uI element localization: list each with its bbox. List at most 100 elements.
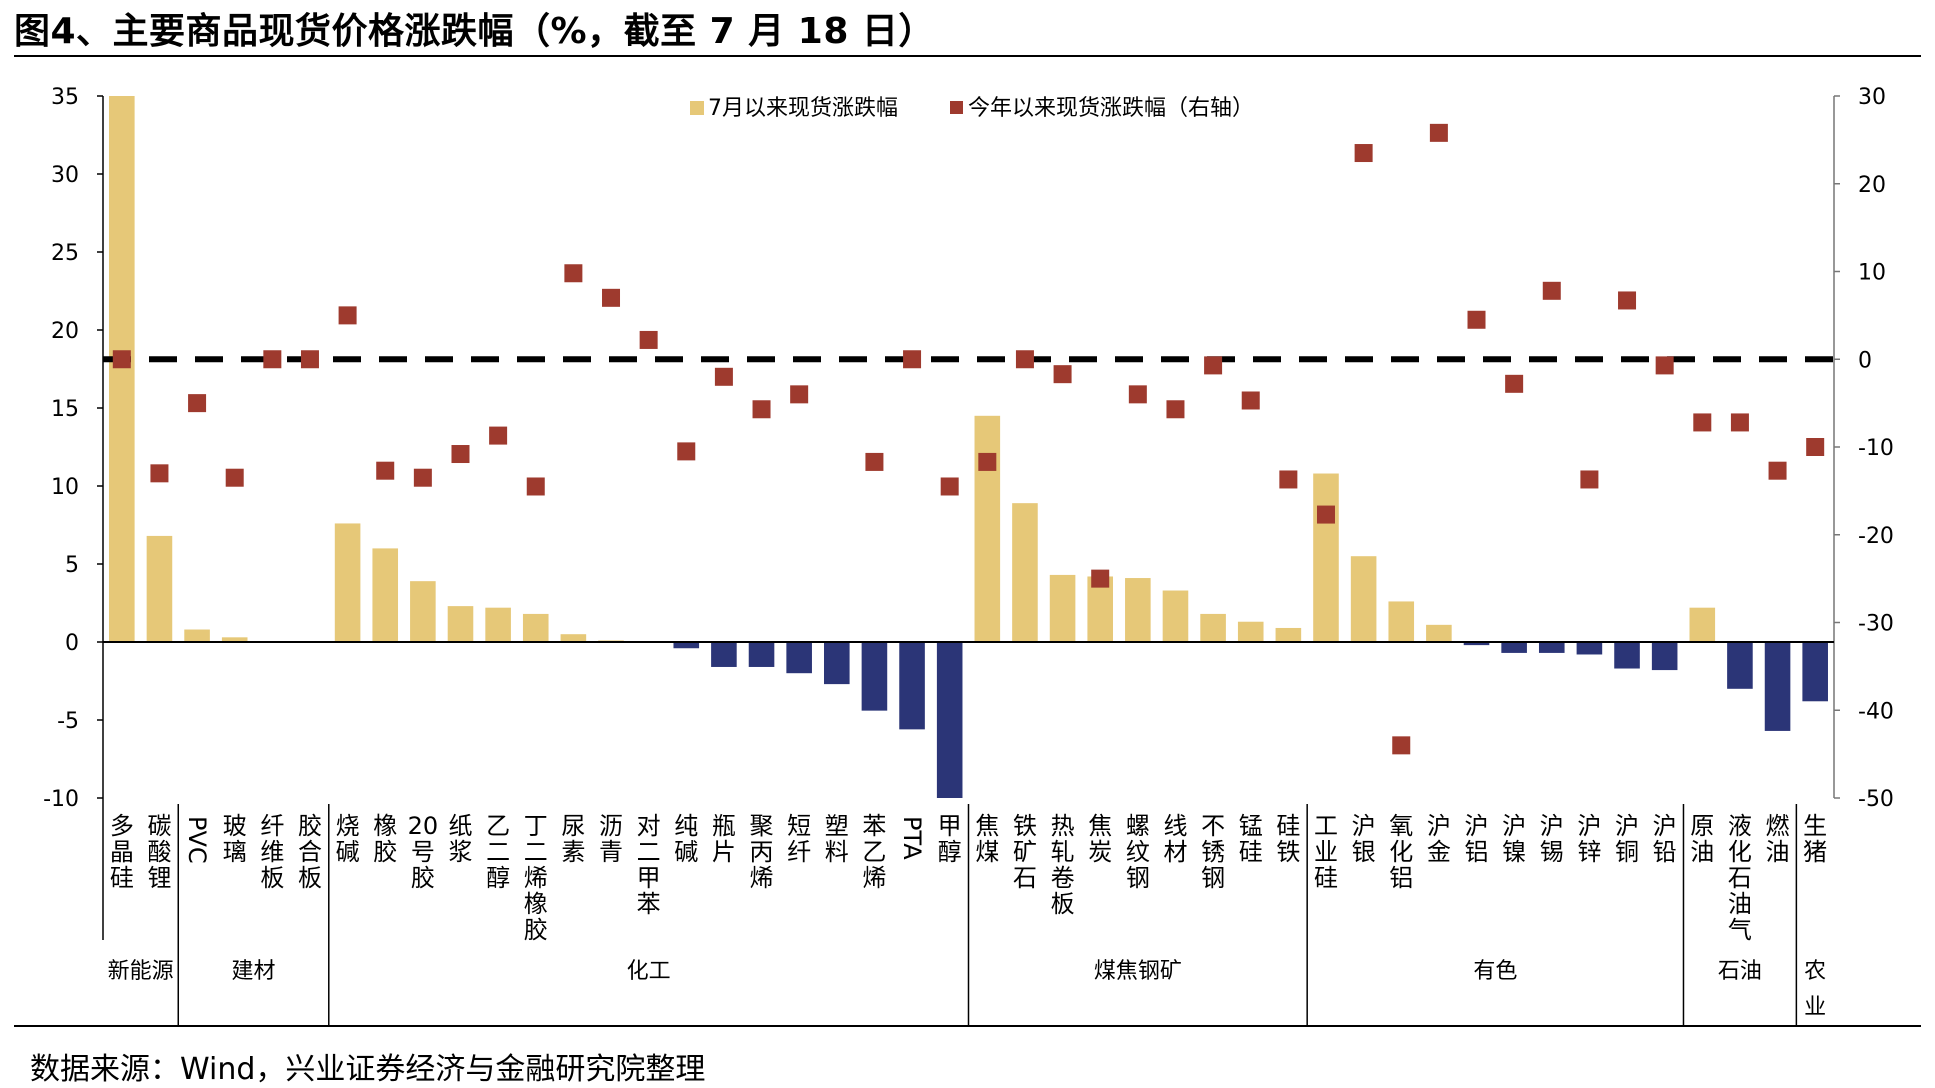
legend-swatch-marker [950,101,963,114]
marker [1392,736,1411,755]
category-label: 丁二烯橡胶 [524,812,548,944]
category-label: 烧碱 [336,812,360,866]
category-label: 燃油 [1766,812,1790,866]
bar [447,606,474,642]
category-label: 热轧卷板 [1051,812,1075,918]
bar [1614,642,1640,669]
category-label: 沪金 [1427,812,1451,866]
category-label: 焦炭 [1088,812,1112,866]
category-label: 瓶片 [712,812,736,866]
category-label: 纸浆 [448,812,472,866]
marker [1580,470,1599,489]
marker [602,288,621,307]
category-label: 尿素 [561,812,585,866]
bar [1200,613,1226,642]
marker [677,442,696,461]
marker [1279,470,1298,489]
marker [1091,569,1110,588]
marker [1015,350,1034,369]
legend-swatch-bar [690,101,704,115]
category-label: 原油 [1690,812,1714,866]
marker [1768,461,1787,480]
category-label: 沪铜 [1615,812,1639,866]
category-label: 胶合板 [298,812,322,892]
category-label: 沪锌 [1577,812,1601,866]
bar [1125,578,1151,642]
category-label: 塑料 [825,812,849,866]
category-label: 多晶硅 [110,812,134,892]
bar [673,642,700,649]
marker [1542,281,1561,300]
bar [560,634,587,642]
category-label: 短纤 [787,812,811,866]
marker [1505,374,1524,393]
bar [1764,642,1791,731]
bar [1689,607,1716,642]
bar [1350,556,1377,642]
left-tick-label: 20 [51,319,79,344]
bar [221,637,248,642]
left-tick-label: 30 [51,163,79,188]
bar [334,523,361,642]
marker [263,350,282,369]
bar [1313,473,1339,642]
bar [146,535,173,642]
category-label: 锰硅 [1239,812,1263,866]
bar [1012,503,1038,642]
marker [752,400,771,419]
marker [978,452,997,471]
marker [865,452,884,471]
bar [485,607,511,642]
category-label: 焦煤 [975,812,999,866]
marker [300,350,319,369]
group-label: 化工 [627,959,671,984]
marker [790,385,809,404]
category-label: 橡胶 [373,812,397,866]
legend-label-bar: 7月以来现货涨跌幅 [708,96,898,121]
bar [936,642,963,798]
bar [184,629,210,642]
category-label: 线材 [1163,812,1187,866]
category-label: 纯碱 [674,812,698,866]
category-label: 沥青 [599,812,623,866]
category-label: 沪锡 [1540,812,1564,866]
category-label: 玻璃 [223,812,247,866]
category-label: 工业硅 [1314,812,1338,892]
bar [711,642,737,667]
category-label: 苯乙烯 [862,812,886,892]
bar [1426,624,1452,642]
marker [112,350,131,369]
marker [150,464,169,483]
marker [376,461,395,480]
marker [1730,413,1749,432]
right-tick-label: 30 [1858,85,1886,110]
left-tick-label: 10 [51,475,79,500]
category-label: 沪镍 [1502,812,1526,866]
bar [410,581,436,642]
category-label: 乙二醇 [486,812,510,892]
bar [522,613,549,642]
group-label: 农业 [1804,959,1826,1020]
bar [1162,590,1189,642]
marker [338,306,357,325]
marker [188,394,207,413]
left-tick-label: 25 [51,241,79,266]
marker [1429,123,1448,142]
marker [1467,310,1486,329]
marker [489,426,508,445]
category-label: 不锈钢 [1201,812,1225,892]
bar [861,642,888,711]
right-tick-label: -30 [1858,612,1894,637]
marker [903,350,922,369]
right-tick-label: 20 [1858,173,1886,198]
marker [714,367,733,386]
bar [109,96,135,642]
bar [1727,642,1753,689]
category-label: 20 号胶 [408,812,439,892]
bar [1388,601,1415,642]
marker [1204,356,1223,375]
legend-label-marker: 今年以来现货涨跌幅（右轴） [968,96,1254,121]
bar [1463,642,1490,646]
right-tick-label: -10 [1858,436,1894,461]
